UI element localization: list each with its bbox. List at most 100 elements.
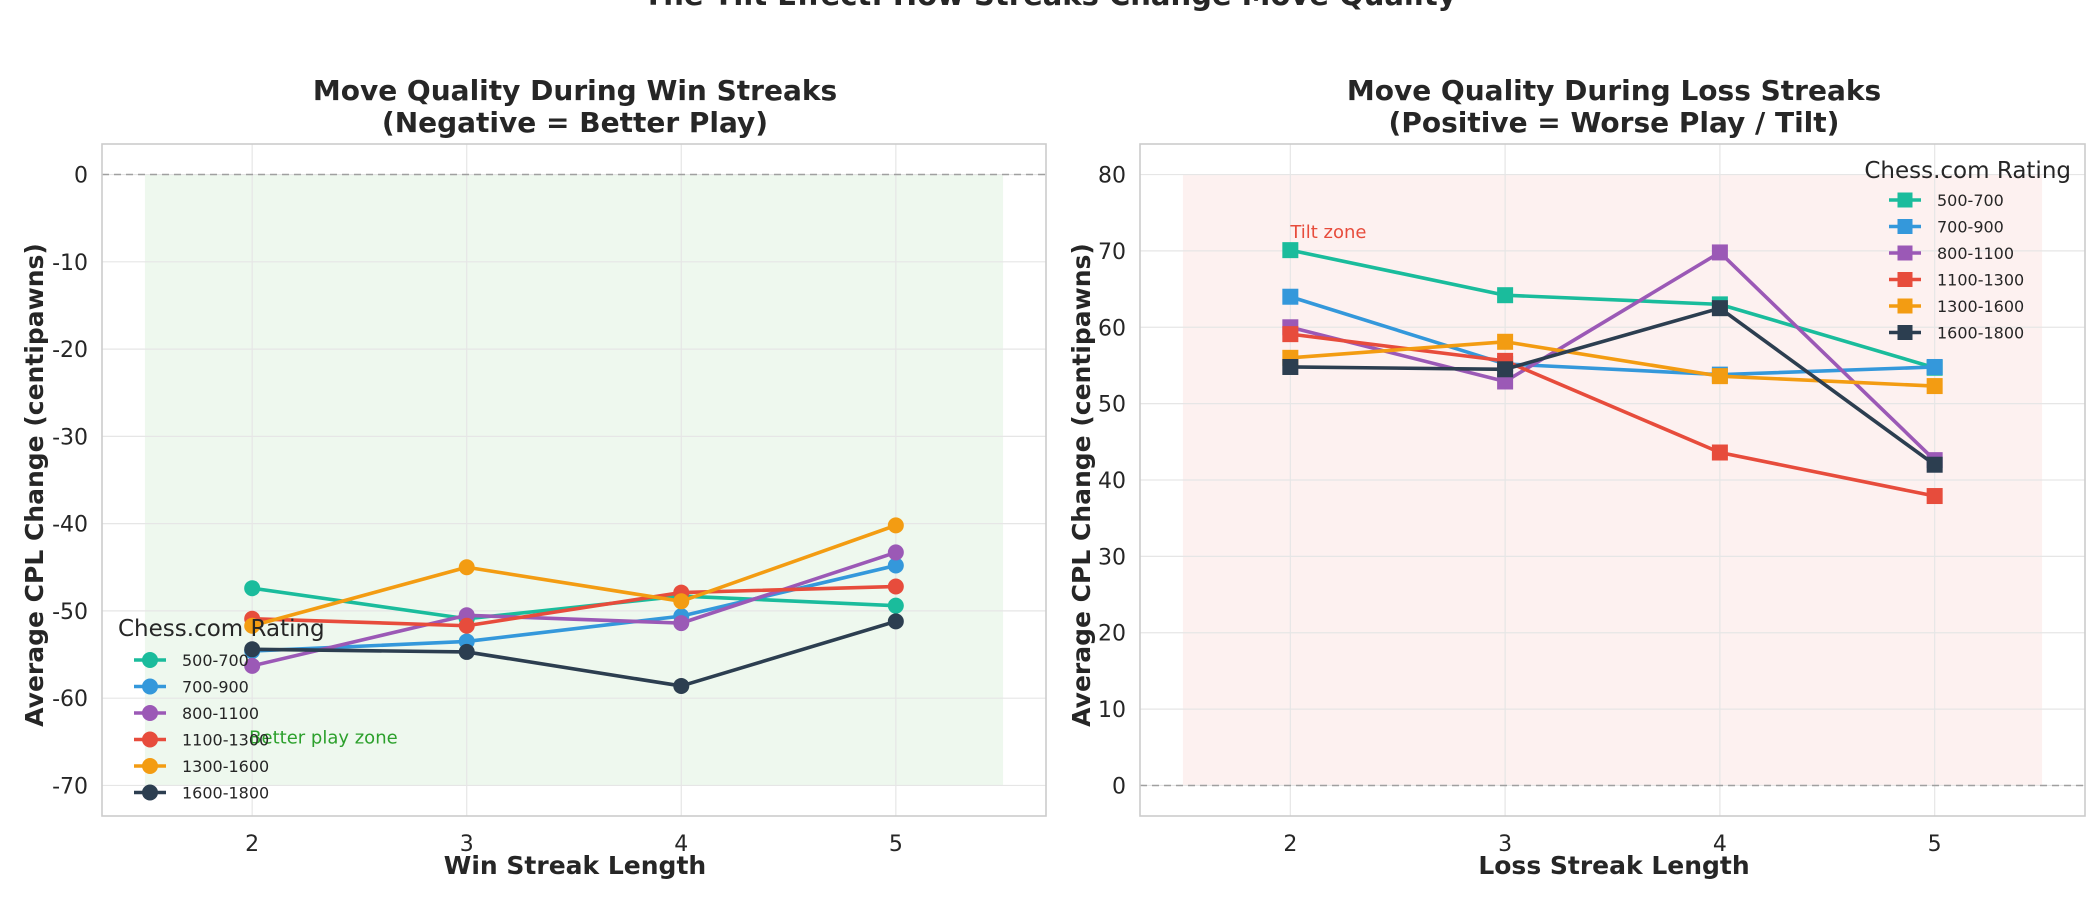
y-tick-label: 10 — [1098, 698, 1126, 723]
legend-title: Chess.com Rating — [1864, 158, 2071, 184]
legend-item: 1300-1600 — [1889, 297, 2024, 316]
figure-title: The Tilt Effect: How Streaks Change Move… — [643, 0, 1456, 12]
y-tick-label: -10 — [52, 251, 88, 276]
data-point — [673, 615, 690, 632]
data-point — [1282, 288, 1299, 305]
y-tick-label: 20 — [1098, 622, 1126, 647]
legend-label: 800-1100 — [182, 704, 259, 723]
data-point — [887, 557, 904, 574]
y-tick-label: -50 — [52, 600, 88, 625]
data-point — [1926, 456, 1943, 473]
y-tick-label: 50 — [1098, 393, 1126, 418]
data-point — [887, 517, 904, 534]
axes-frame — [1139, 143, 2086, 817]
x-tick-label: 5 — [1928, 832, 1942, 857]
y-tick-label: -40 — [52, 513, 88, 538]
x-axis-label: Loss Streak Length — [1478, 851, 1749, 880]
y-axis-label: Average CPL Change (centipawns) — [1067, 243, 1096, 727]
panel-win-streaks: Move Quality During Win Streaks (Negativ… — [20, 74, 1047, 880]
data-point — [1711, 368, 1728, 385]
y-tick-label: -30 — [52, 425, 88, 450]
series-line — [1288, 294, 1937, 377]
series-line — [1288, 332, 1937, 498]
data-point — [1926, 358, 1943, 375]
legend-marker — [142, 705, 158, 721]
legend-item: 1100-1300 — [1889, 271, 2024, 290]
data-point — [1711, 444, 1728, 461]
data-point — [887, 597, 904, 614]
data-point — [1711, 244, 1728, 261]
legend-label: 700-900 — [1937, 218, 2004, 237]
x-tick-label: 3 — [1498, 832, 1512, 857]
series-line — [250, 584, 898, 628]
data-point — [887, 544, 904, 561]
y-tick-label: 40 — [1098, 469, 1126, 494]
series-line — [1288, 306, 1937, 467]
data-point — [1497, 373, 1514, 390]
series-line — [1288, 339, 1937, 388]
x-tick-label: 5 — [889, 832, 903, 857]
legend-item: 800-1100 — [1889, 244, 2014, 263]
legend-label: 1100-1300 — [1937, 271, 2024, 290]
data-point — [1711, 300, 1728, 317]
legend-marker — [1897, 192, 1913, 208]
legend-label: 500-700 — [182, 651, 249, 670]
series-line — [250, 619, 898, 688]
data-point — [458, 559, 475, 576]
data-point — [244, 617, 261, 634]
y-tick-label: -70 — [52, 774, 88, 799]
y-tick-label: -20 — [52, 338, 88, 363]
data-point — [887, 613, 904, 630]
legend-item: 1300-1600 — [134, 757, 269, 776]
legend-marker — [1897, 219, 1913, 234]
x-tick-label: 4 — [1713, 832, 1727, 857]
y-tick-label: 70 — [1098, 240, 1126, 265]
data-point — [244, 657, 261, 674]
x-tick-label: 3 — [460, 832, 474, 857]
legend-label: 1100-1300 — [182, 731, 269, 750]
legend-marker — [1897, 325, 1913, 340]
legend-title: Chess.com Rating — [118, 616, 325, 642]
legend-label: 1600-1800 — [182, 784, 269, 803]
data-point — [673, 593, 690, 610]
x-tick-label: 4 — [674, 832, 688, 857]
data-point — [1282, 358, 1299, 375]
data-point — [1497, 333, 1514, 350]
series-1300-1600 — [244, 517, 904, 634]
series-line — [250, 523, 898, 628]
y-tick-label: 30 — [1098, 545, 1126, 570]
legend-label: 1600-1800 — [1937, 324, 2024, 343]
legend-marker — [142, 678, 158, 695]
axes-frame — [101, 143, 1047, 817]
y-tick-label: 60 — [1098, 316, 1126, 341]
y-axis-label: Average CPL Change (centipawns) — [20, 243, 49, 727]
legend-item: 500-700 — [134, 651, 249, 670]
y-tick-label: 0 — [74, 164, 88, 189]
legend-label: 800-1100 — [1937, 244, 2014, 263]
legend-marker — [1897, 245, 1913, 261]
shaded-zone — [144, 174, 1004, 786]
data-point — [887, 578, 904, 595]
panel-title-line1: Move Quality During Win Streaks — [313, 74, 837, 107]
plot-area: 0 10 20 30 40 50 60 70 80 2 3 4 5 Tilt zone Chess.com … — [1098, 143, 2086, 857]
legend-label: 1300-1600 — [182, 757, 269, 776]
legend-marker — [142, 784, 158, 801]
data-point — [1282, 242, 1299, 259]
legend: Chess.com Rating 500-700 700-900 800-1100 11… — [118, 616, 325, 803]
data-point — [1497, 287, 1514, 304]
plot-area: 0 -10 -20 -30 -40 -50 -60 -70 2 3 4 5 Better play zo… — [52, 143, 1047, 857]
panel-title-line2: (Negative = Better Play) — [382, 106, 768, 139]
panel-loss-streaks: Move Quality During Loss Streaks (Positi… — [1067, 74, 2086, 880]
legend-item: 700-900 — [1889, 218, 2004, 237]
data-point — [244, 641, 261, 658]
series-line — [1288, 248, 1937, 370]
series-1600-1800 — [1282, 300, 1943, 473]
legend-marker — [1897, 298, 1913, 314]
legend-marker — [142, 652, 158, 668]
annotation: Tilt zone — [1289, 222, 1366, 243]
legend-item: 1600-1800 — [134, 784, 269, 803]
legend-marker — [1897, 272, 1913, 287]
legend-item: 500-700 — [1889, 191, 2004, 210]
